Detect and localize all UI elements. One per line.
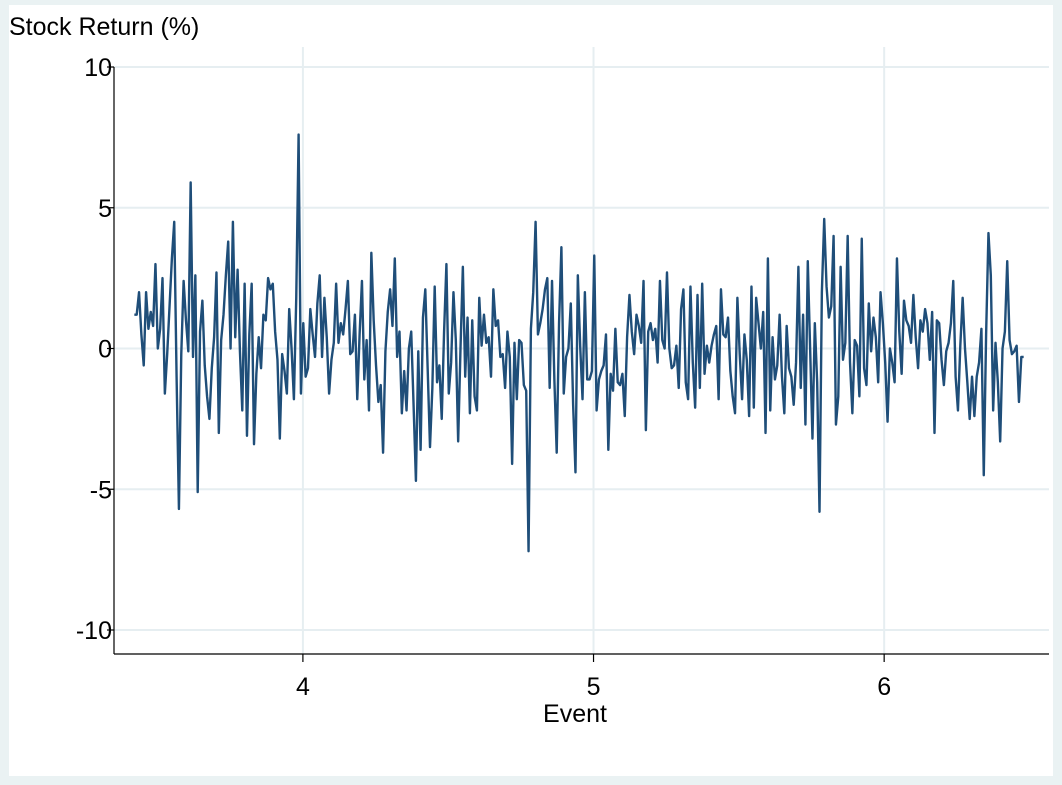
x-tick-label: 5 — [587, 673, 601, 701]
axes: -10 -5 0 5 10 4 5 6 — [76, 54, 1049, 701]
y-tick-label: 5 — [98, 195, 112, 223]
series-line — [134, 133, 1024, 553]
x-axis-title: Event — [543, 700, 607, 728]
x-tick-label: 4 — [296, 673, 310, 701]
y-tick-label: 10 — [84, 54, 112, 82]
line-chart: -10 -5 0 5 10 4 5 6 Stock Return (%) Event — [9, 13, 1049, 728]
plot-region: -10 -5 0 5 10 4 5 6 Stock Return (%) Event — [9, 5, 1053, 776]
y-tick-label: 0 — [98, 336, 112, 364]
series-group — [134, 133, 1024, 553]
y-tick-label: -10 — [76, 617, 112, 645]
y-axis-title: Stock Return (%) — [9, 13, 199, 41]
x-tick-label: 6 — [877, 673, 891, 701]
y-tick-label: -5 — [90, 476, 112, 504]
